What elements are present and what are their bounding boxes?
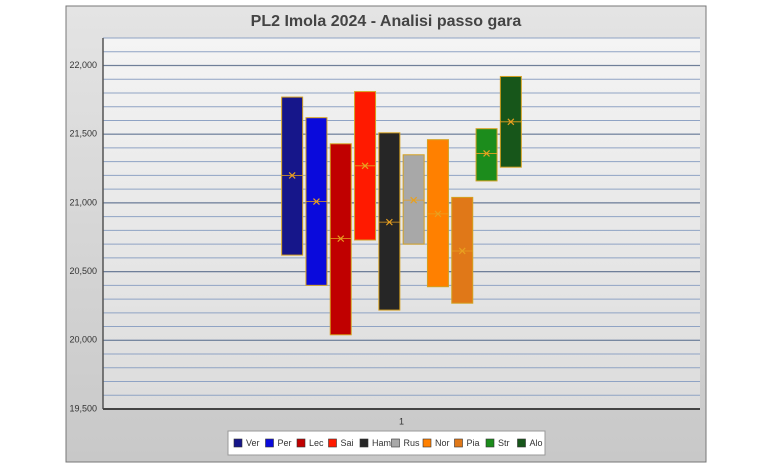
- mean-marker: [385, 218, 393, 226]
- mean-marker: [313, 198, 320, 205]
- x-tick-label: 1: [399, 416, 404, 426]
- legend-swatch: [422, 438, 432, 448]
- legend-label: Sai: [341, 438, 354, 448]
- mean-marker: [410, 196, 418, 204]
- legend-swatch: [485, 438, 495, 448]
- y-tick-label: 22,000: [69, 60, 97, 70]
- legend-label: Pia: [467, 438, 480, 448]
- legend-label: Ver: [246, 438, 260, 448]
- legend-swatch: [265, 438, 274, 448]
- legend-label: Nor: [435, 438, 450, 448]
- mean-marker: [458, 247, 466, 255]
- legend-swatch: [233, 438, 243, 448]
- legend-label: Per: [278, 438, 292, 448]
- legend-swatch: [517, 438, 526, 448]
- chart-title: PL2 Imola 2024 - Analisi passo gara: [251, 13, 522, 30]
- y-tick-label: 19,500: [69, 403, 97, 413]
- mean-marker: [288, 171, 296, 179]
- legend-label: Str: [498, 438, 510, 448]
- y-tick-label: 21,000: [69, 197, 97, 207]
- y-tick-label: 20,000: [69, 335, 97, 345]
- plot-area: [103, 38, 700, 409]
- legend-label: Rus: [404, 438, 421, 448]
- legend-label: Alo: [530, 438, 543, 448]
- mean-marker: [483, 149, 490, 157]
- mean-marker: [507, 118, 515, 126]
- legend-swatch: [454, 438, 463, 448]
- mean-marker: [361, 162, 369, 170]
- range-bar: [475, 128, 498, 182]
- y-tick-label: 21,500: [69, 129, 97, 139]
- mean-marker: [337, 235, 345, 243]
- legend-swatch: [391, 438, 400, 448]
- mean-marker: [434, 210, 442, 218]
- legend-label: Lec: [309, 438, 324, 448]
- legend-swatch: [296, 438, 306, 448]
- legend-swatch: [359, 438, 369, 448]
- y-tick-label: 20,500: [69, 266, 97, 276]
- legend-swatch: [328, 438, 337, 448]
- legend-label: Ham: [372, 438, 391, 448]
